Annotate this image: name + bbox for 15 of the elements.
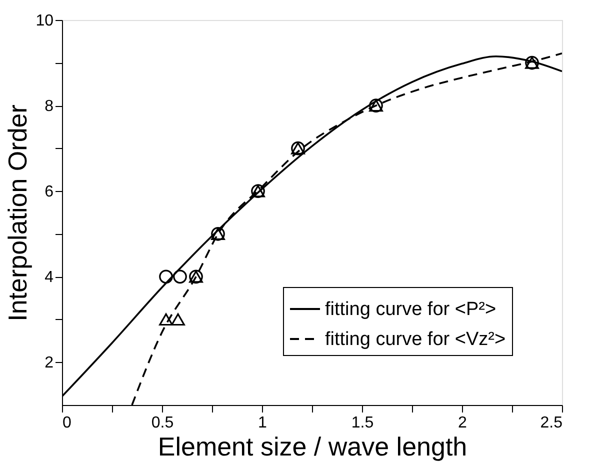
x-tick-label: 0.5	[151, 414, 174, 432]
y-axis-title: Interpolation Order	[2, 104, 33, 322]
y-tick-label: 6	[44, 184, 54, 201]
x-tick-label: 1	[258, 414, 268, 432]
x-tick-label: 1.5	[351, 414, 374, 432]
legend-label: fitting curve for <P²>	[325, 299, 496, 320]
y-tick-label: 4	[44, 269, 54, 286]
y-tick-label: 2	[44, 354, 54, 372]
x-tick-label: 2	[458, 414, 468, 432]
y-tick-label: 8	[44, 98, 54, 116]
x-tick-label: 2.5	[540, 414, 563, 432]
y-tick-label: 10	[36, 12, 54, 30]
x-tick-label: 0	[62, 414, 72, 432]
legend-label: fitting curve for <Vz²>	[325, 329, 506, 350]
x-axis-title: Element size / wave length	[158, 432, 468, 462]
